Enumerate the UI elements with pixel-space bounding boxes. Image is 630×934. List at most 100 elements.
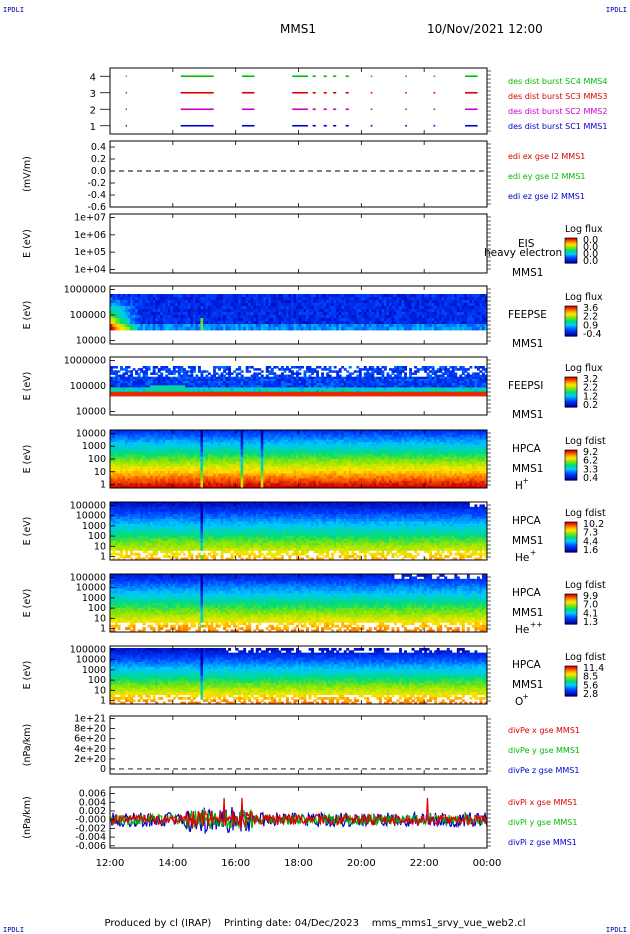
heatmap-cell: [376, 393, 380, 397]
heatmap-cell: [388, 393, 392, 397]
heatmap-cell: [185, 456, 189, 460]
heatmap-cell: [202, 376, 206, 380]
heatmap-cell: [175, 383, 179, 386]
heatmap-cell: [195, 466, 199, 470]
heatmap-cell: [346, 312, 350, 316]
heatmap-cell: [401, 387, 405, 390]
heatmap-cell: [341, 376, 345, 380]
heatmap-cell: [250, 303, 254, 307]
heatmap-cell: [391, 315, 395, 319]
heatmap-cell: [260, 381, 264, 384]
heatmap-cell: [336, 376, 340, 380]
heatmap-cell: [127, 434, 131, 438]
heatmap-cell: [454, 387, 458, 390]
heatmap-cell: [404, 374, 407, 378]
heatmap-cell: [280, 389, 284, 393]
heatmap-cell: [260, 315, 264, 319]
heatmap-cell: [175, 466, 179, 470]
heatmap-cell: [439, 385, 443, 388]
heatmap-cell: [177, 475, 181, 479]
heatmap-cell: [479, 387, 483, 390]
heatmap-cell: [469, 297, 473, 301]
heatmap-cell: [303, 389, 307, 393]
heatmap-cell: [368, 324, 372, 328]
heatmap-cell: [125, 449, 128, 453]
heatmap-cell: [202, 454, 206, 457]
heatmap-cell: [401, 370, 405, 373]
heatmap-cell: [200, 432, 204, 436]
heatmap-cell: [127, 480, 131, 484]
heatmap-cell: [245, 370, 249, 373]
heatmap-cell: [155, 372, 159, 375]
heatmap-cell: [220, 434, 224, 438]
heatmap-cell: [125, 471, 128, 474]
heatmap-cell: [132, 318, 136, 322]
heatmap-cell: [215, 366, 219, 369]
heatmap-cell: [456, 385, 460, 388]
heatmap-cell: [333, 309, 337, 313]
heatmap-cell: [127, 385, 131, 388]
colorbar-segment: [565, 403, 577, 406]
heatmap-cell: [404, 372, 407, 375]
heatmap-cell: [436, 306, 440, 310]
heatmap-cell: [140, 318, 144, 322]
heatmap-cell: [213, 480, 216, 484]
heatmap-cell: [218, 387, 221, 390]
heatmap-cell: [298, 306, 302, 310]
heatmap-cell: [130, 434, 134, 438]
heatmap-cell: [197, 451, 201, 455]
heatmap-cell: [235, 312, 239, 316]
heatmap-cell: [378, 324, 382, 328]
heatmap-cell: [195, 321, 199, 325]
heatmap-cell: [298, 312, 302, 316]
heatmap-cell: [200, 312, 204, 316]
heatmap-cell: [120, 451, 123, 455]
heatmap-cell: [160, 318, 164, 322]
heatmap-cell: [220, 374, 224, 378]
heatmap-cell: [424, 389, 428, 393]
heatmap-cell: [172, 480, 176, 484]
legend-entry: des dist burst SC1 MMS1: [508, 122, 607, 131]
heatmap-cell: [351, 391, 355, 395]
heatmap-cell: [170, 309, 174, 313]
heatmap-cell: [363, 383, 367, 386]
heatmap-cell: [275, 376, 279, 380]
heatmap-cell: [265, 391, 269, 395]
heatmap-cell: [361, 385, 365, 388]
heatmap-cell: [303, 306, 307, 310]
heatmap-cell: [298, 300, 302, 304]
heatmap-cell: [366, 385, 370, 388]
heatmap-cell: [290, 393, 294, 397]
heatmap-cell: [278, 393, 282, 397]
heatmap-cell: [185, 473, 189, 477]
heatmap-cell: [326, 327, 330, 331]
heatmap-cell: [441, 303, 445, 307]
heatmap-cell: [200, 449, 204, 453]
heatmap-cell: [140, 391, 144, 395]
heatmap-cell: [406, 381, 410, 384]
heatmap-cell: [404, 324, 407, 328]
heatmap-cell: [479, 378, 483, 382]
heatmap-cell: [474, 309, 478, 313]
colorbar-segment: [565, 404, 577, 407]
heatmap-cell: [366, 312, 370, 316]
heatmap-cell: [406, 378, 410, 382]
heatmap-cell: [175, 389, 179, 393]
y-tick-label: -0.4: [87, 190, 106, 201]
heatmap-cell: [223, 309, 227, 313]
heatmap-cell: [404, 385, 407, 388]
heatmap-cell: [386, 372, 390, 375]
heatmap-cell: [358, 374, 362, 378]
heatmap-cell: [361, 383, 365, 386]
heatmap-cell: [476, 300, 480, 304]
heatmap-cell: [376, 315, 380, 319]
heatmap-cell: [205, 385, 209, 388]
heatmap-cell: [122, 454, 126, 457]
heatmap-cell: [132, 463, 136, 467]
heatmap-cell: [182, 306, 186, 310]
heatmap-cell: [190, 442, 194, 445]
heatmap-cell: [399, 391, 402, 395]
heatmap-cell: [441, 383, 445, 386]
colorbar-frame: [564, 237, 578, 264]
heatmap-cell: [240, 391, 244, 395]
